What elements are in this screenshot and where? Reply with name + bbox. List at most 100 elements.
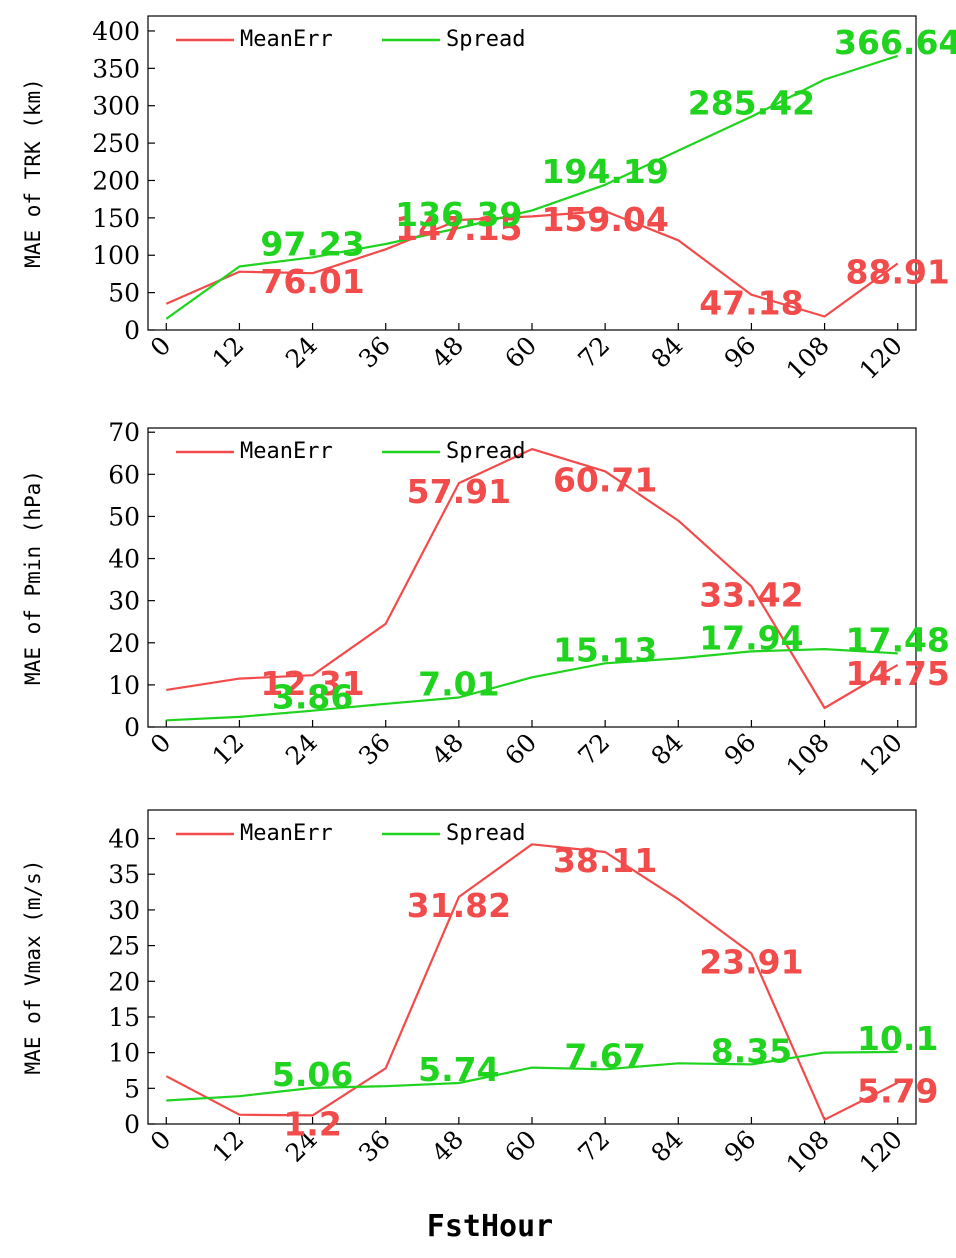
data-label-meanerr: 33.42	[699, 575, 803, 614]
legend-label-spread: Spread	[446, 439, 525, 464]
y-tick-label: 150	[92, 204, 140, 233]
legend-label-spread: Spread	[446, 821, 525, 846]
legend-label-meanerr: MeanErr	[240, 439, 333, 464]
data-label-spread: 366.64	[834, 23, 956, 62]
data-label-meanerr: 88.91	[846, 253, 950, 292]
data-label-spread: 97.23	[260, 224, 364, 263]
data-label-meanerr: 60.71	[553, 460, 657, 499]
y-axis-label: MAE of TRK (km)	[21, 78, 45, 268]
y-tick-label: 15	[108, 1003, 140, 1032]
y-tick-label: 40	[108, 825, 140, 854]
y-tick-label: 10	[108, 671, 140, 700]
y-tick-label: 300	[92, 92, 140, 121]
y-tick-label: 100	[92, 241, 140, 270]
data-label-spread: 136.39	[395, 195, 522, 234]
series-line-spread	[166, 1050, 898, 1102]
y-tick-label: 60	[108, 460, 140, 489]
x-tick-label: 36	[353, 728, 396, 771]
data-label-meanerr: 159.04	[541, 200, 668, 239]
x-tick-label: 108	[781, 331, 835, 385]
x-tick-label: 48	[426, 331, 469, 374]
x-tick-label: 84	[646, 728, 689, 771]
series-line-meanerr	[166, 448, 899, 710]
data-label-spread: 285.42	[688, 84, 815, 123]
data-label-spread: 17.48	[846, 620, 950, 659]
x-tick-label: 0	[145, 1125, 177, 1157]
data-label-spread: 3.86	[272, 678, 353, 717]
legend-label-spread: Spread	[446, 27, 525, 52]
data-label-spread: 5.06	[272, 1055, 353, 1094]
x-tick-label: 108	[781, 728, 835, 782]
x-tick-label: 36	[353, 1125, 396, 1168]
x-tick-label: 12	[207, 728, 250, 771]
y-axis-label: MAE of Pmin (hPa)	[21, 470, 45, 685]
y-tick-label: 250	[92, 129, 140, 158]
data-label-meanerr: 23.91	[699, 942, 803, 981]
x-tick-label: 48	[426, 1125, 469, 1168]
x-tick-label: 72	[572, 331, 615, 374]
data-label-meanerr: 38.11	[553, 841, 657, 880]
y-tick-label: 0	[124, 713, 140, 742]
data-label-meanerr: 47.18	[699, 284, 803, 323]
y-tick-label: 20	[108, 629, 140, 658]
data-label-spread: 7.01	[418, 664, 499, 703]
x-tick-label: 120	[854, 331, 908, 385]
x-tick-label: 84	[646, 1125, 689, 1168]
y-tick-label: 10	[108, 1039, 140, 1068]
data-label-spread: 10.1	[857, 1019, 938, 1058]
data-label-spread: 7.67	[564, 1036, 645, 1075]
data-label-spread: 194.19	[541, 152, 668, 191]
y-tick-label: 50	[108, 502, 140, 531]
x-tick-label: 60	[499, 728, 542, 771]
y-tick-label: 35	[108, 860, 140, 889]
y-tick-label: 400	[92, 17, 140, 46]
data-label-meanerr: 14.75	[846, 654, 950, 693]
x-tick-label: 12	[207, 331, 250, 374]
y-tick-label: 50	[108, 279, 140, 308]
data-label-meanerr: 5.79	[857, 1072, 938, 1111]
data-label-spread: 15.13	[553, 630, 657, 669]
x-tick-label: 84	[646, 331, 689, 374]
x-tick-label: 120	[854, 1125, 908, 1179]
data-label-meanerr: 147.15	[395, 209, 522, 248]
data-label-meanerr: 57.91	[407, 472, 511, 511]
x-axis-title: FstHour	[427, 1209, 553, 1244]
y-tick-label: 350	[92, 54, 140, 83]
y-tick-label: 25	[108, 932, 140, 961]
y-tick-label: 20	[108, 967, 140, 996]
y-tick-label: 5	[124, 1074, 140, 1103]
series-line-spread	[165, 54, 899, 320]
y-tick-label: 40	[108, 545, 140, 574]
y-axis-label: MAE of Vmax (m/s)	[21, 860, 45, 1075]
y-tick-label: 0	[124, 316, 140, 345]
y-tick-label: 30	[108, 587, 140, 616]
y-tick-label: 30	[108, 896, 140, 925]
x-tick-label: 96	[719, 331, 762, 374]
x-tick-label: 120	[854, 728, 908, 782]
x-tick-label: 60	[499, 1125, 542, 1168]
x-tick-label: 72	[572, 1125, 615, 1168]
legend-label-meanerr: MeanErr	[240, 821, 333, 846]
x-tick-label: 48	[426, 728, 469, 771]
x-tick-label: 24	[280, 331, 323, 374]
x-tick-label: 96	[719, 1125, 762, 1168]
x-tick-label: 96	[719, 728, 762, 771]
series-line-spread	[166, 647, 898, 722]
x-tick-label: 24	[280, 728, 323, 771]
data-label-spread: 17.94	[699, 618, 803, 657]
x-tick-label: 72	[572, 728, 615, 771]
y-tick-label: 0	[124, 1110, 140, 1139]
x-tick-label: 108	[781, 1125, 835, 1179]
y-tick-label: 200	[92, 166, 140, 195]
data-label-meanerr: 76.01	[260, 262, 364, 301]
data-label-meanerr: 12.31	[260, 664, 364, 703]
data-label-meanerr: 1.2	[283, 1104, 341, 1143]
x-tick-label: 36	[353, 331, 396, 374]
data-label-spread: 5.74	[418, 1050, 499, 1089]
x-tick-label: 12	[207, 1125, 250, 1168]
data-label-meanerr: 31.82	[407, 886, 511, 925]
